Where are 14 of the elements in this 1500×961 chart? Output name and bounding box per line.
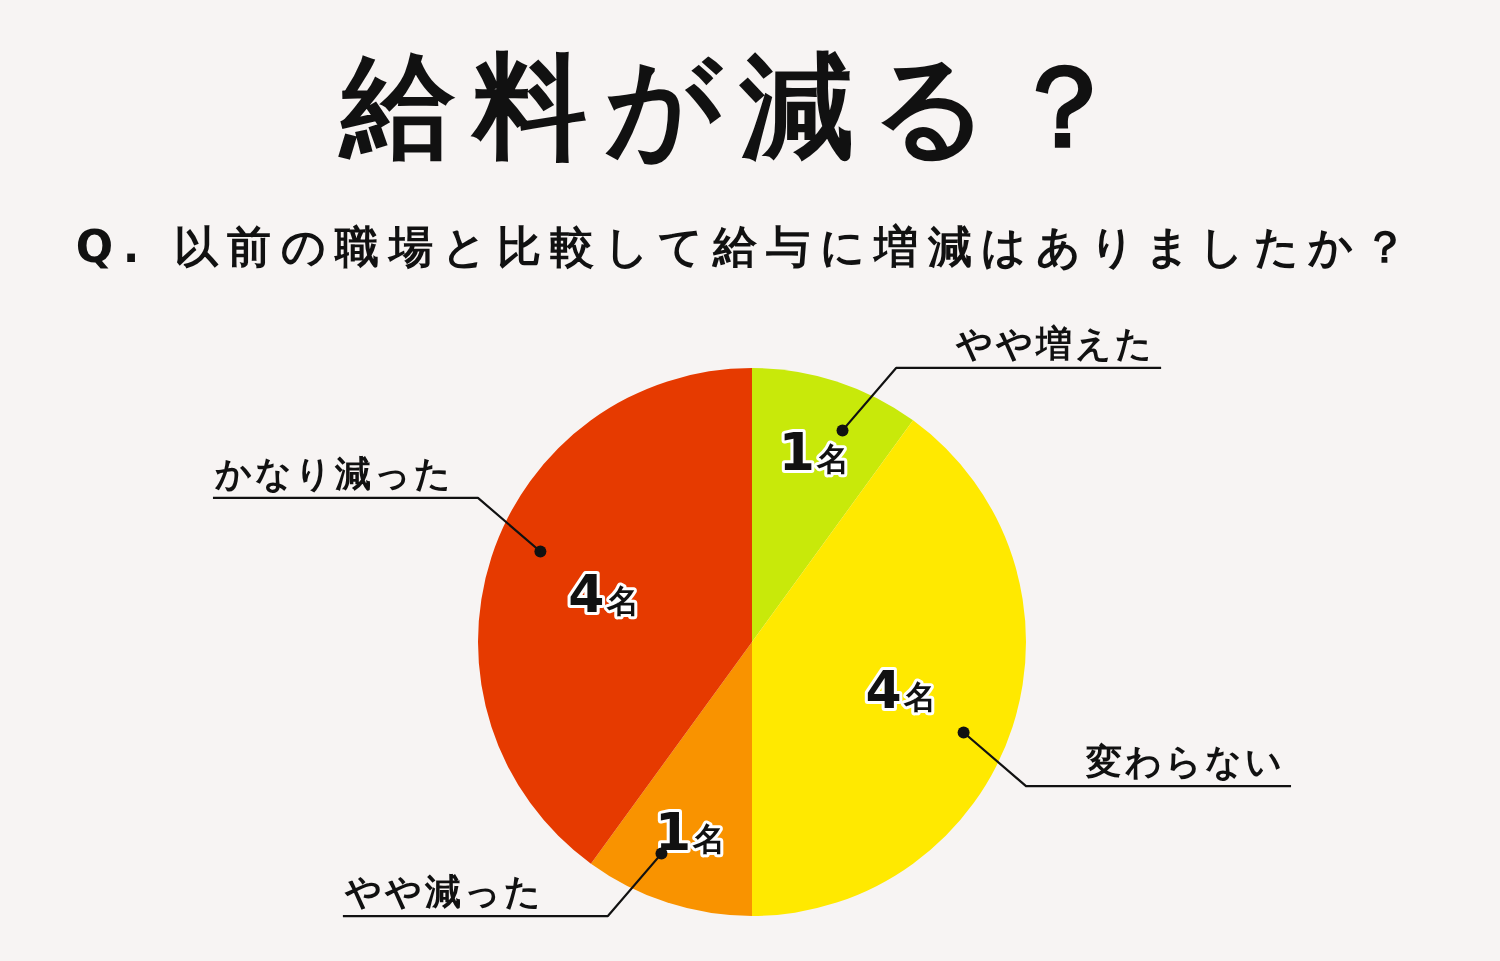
data-label: 4名 <box>865 660 936 721</box>
slice-label: かなり減った <box>213 452 454 494</box>
slice-label: やや増えた <box>955 322 1156 364</box>
pie-slice <box>478 368 752 864</box>
slice-label: 変わらない <box>1085 741 1286 783</box>
chart-subtitle: Q. 以前の職場と比較して給与に増減はありましたか？ <box>75 221 1417 272</box>
data-label: 1名 <box>778 421 849 482</box>
slice-label: やや減った <box>343 871 544 913</box>
chart-title: 給料が減る？ <box>338 40 1139 173</box>
pie-slice <box>752 420 1026 916</box>
pie-slice <box>590 642 752 916</box>
pie-slice <box>752 368 914 642</box>
data-label: 1名 <box>655 802 726 863</box>
data-label: 4名 <box>568 563 639 624</box>
